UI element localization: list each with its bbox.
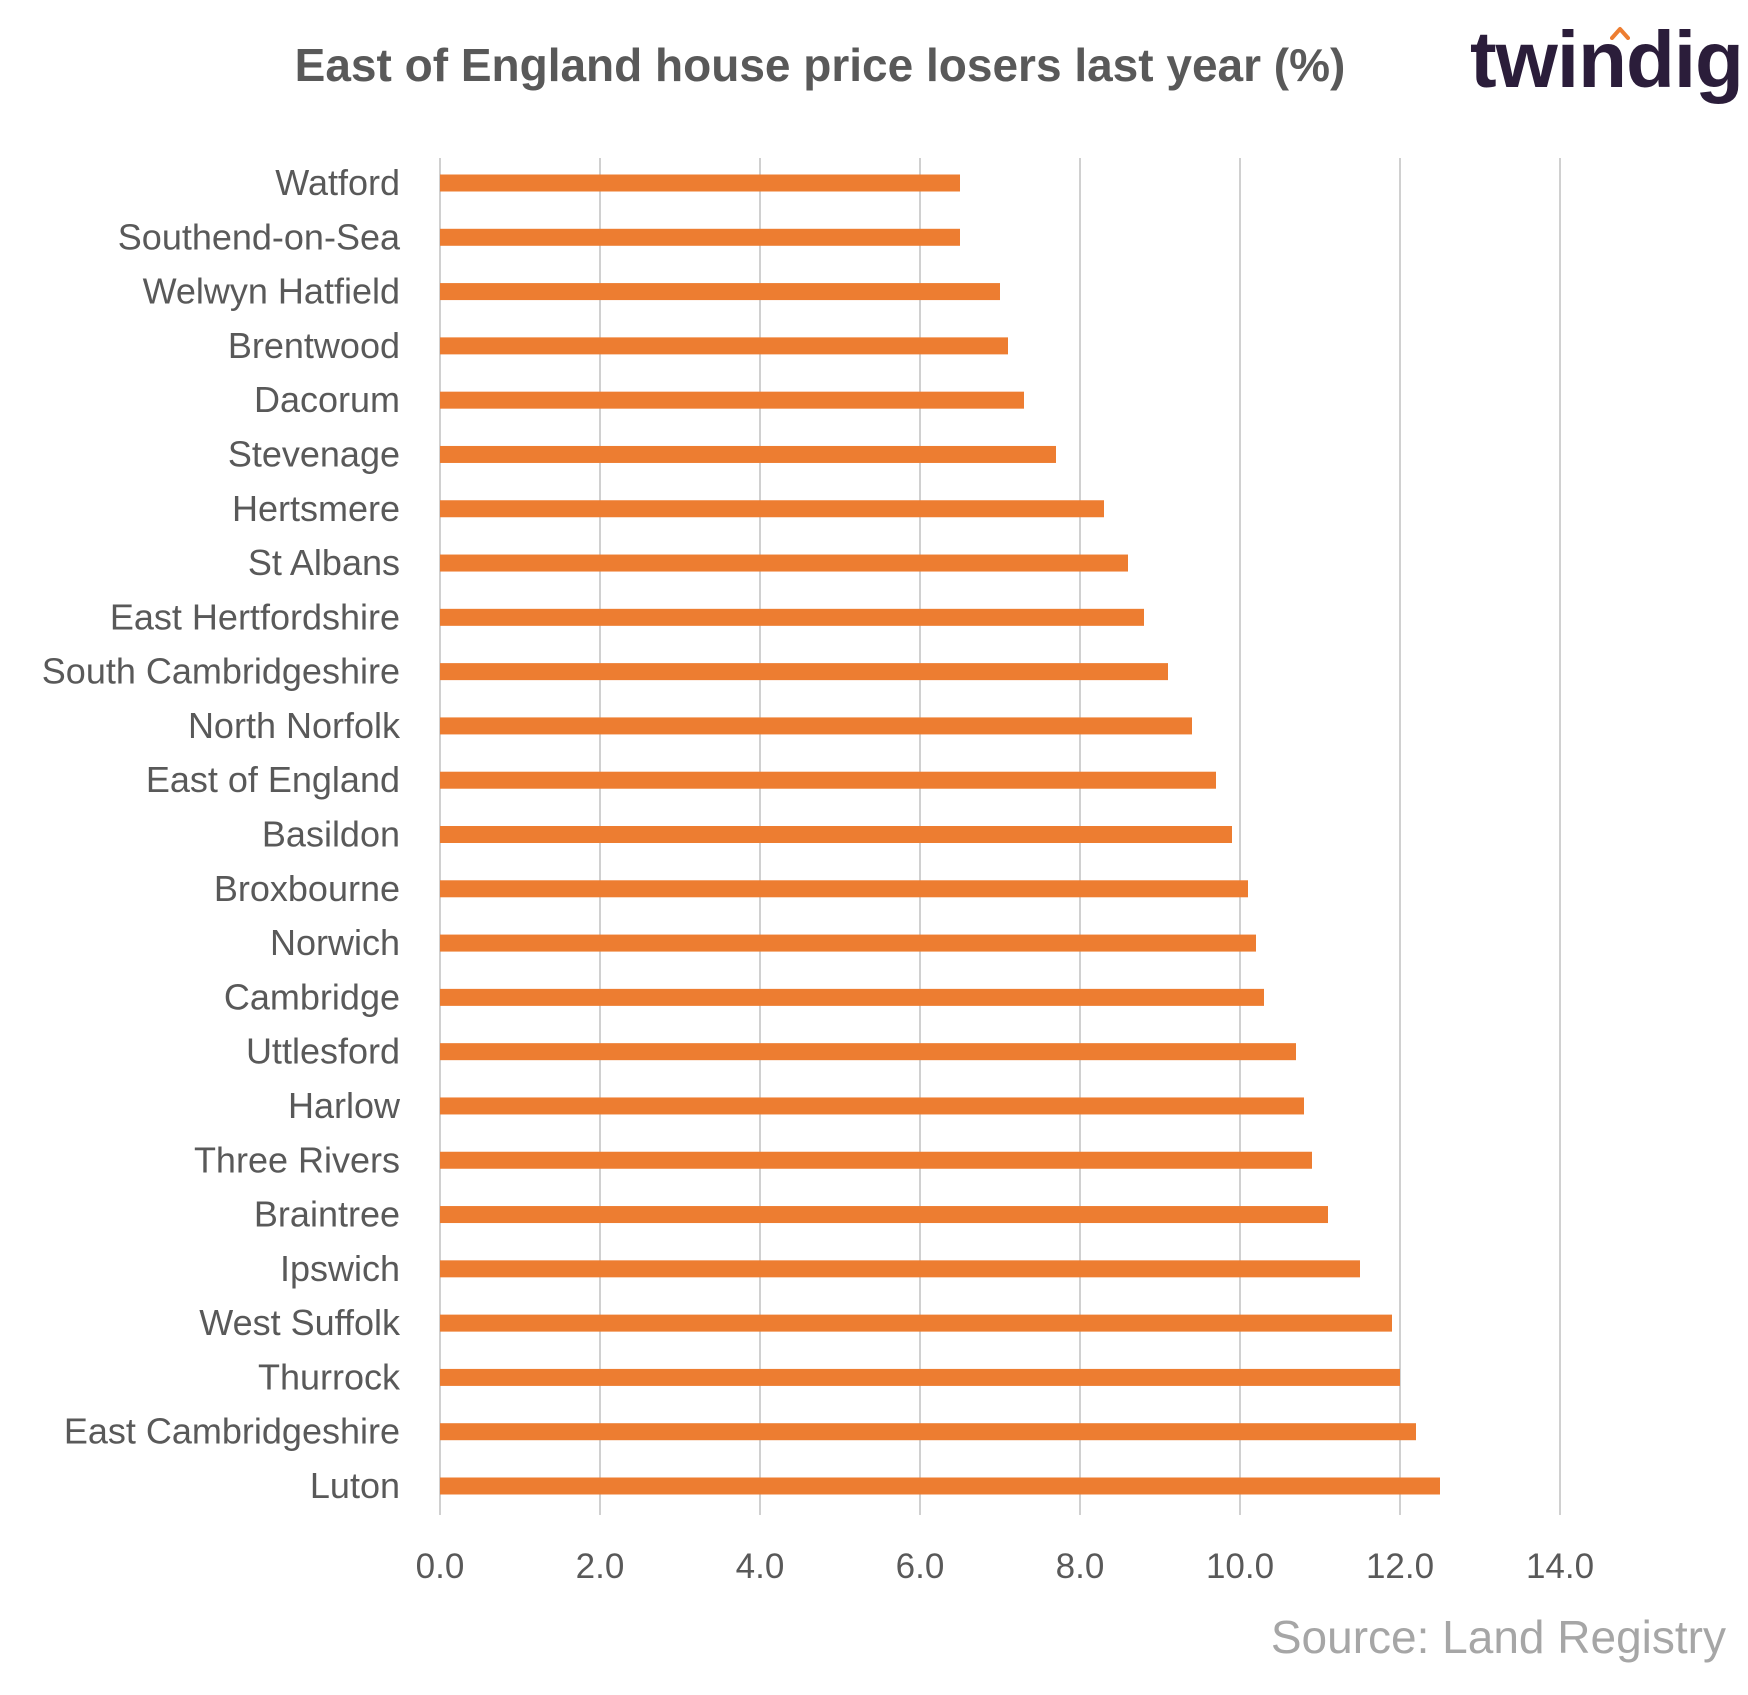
category-label: Southend-on-Sea	[118, 216, 401, 257]
category-label: Cambridge	[224, 976, 400, 1017]
bar	[440, 934, 1256, 952]
chart-title: East of England house price losers last …	[294, 39, 1346, 91]
bar	[440, 228, 960, 246]
bar	[440, 1043, 1296, 1061]
bar	[440, 880, 1248, 898]
category-label: Watford	[275, 162, 400, 203]
bar	[440, 283, 1000, 301]
x-tick-label: 10.0	[1206, 1547, 1274, 1586]
category-label: Harlow	[288, 1085, 401, 1126]
category-label: Hertsmere	[232, 488, 400, 529]
category-label: Three Rivers	[194, 1139, 400, 1180]
category-label: Uttlesford	[246, 1031, 400, 1072]
bar	[440, 1423, 1416, 1441]
category-label: East Cambridgeshire	[64, 1411, 400, 1452]
category-label: Thurrock	[258, 1356, 401, 1397]
category-label: West Suffolk	[199, 1302, 401, 1343]
category-label: East Hertfordshire	[110, 596, 400, 637]
x-tick-label: 6.0	[896, 1547, 945, 1586]
x-tick-label: 0.0	[416, 1547, 465, 1586]
bar	[440, 1477, 1440, 1495]
category-label: Broxbourne	[214, 868, 400, 909]
category-label: Basildon	[262, 814, 400, 855]
category-label: Welwyn Hatfield	[143, 271, 400, 312]
bar	[440, 391, 1024, 409]
bar	[440, 554, 1128, 572]
bar	[440, 445, 1056, 463]
x-tick-label: 2.0	[576, 1547, 625, 1586]
bar	[440, 1368, 1400, 1386]
bar	[440, 174, 960, 192]
x-tick-label: 8.0	[1056, 1547, 1105, 1586]
bar	[440, 826, 1232, 843]
category-label: Braintree	[254, 1194, 400, 1235]
bar	[440, 500, 1104, 518]
bar	[440, 1260, 1360, 1278]
category-label: South Cambridgeshire	[42, 651, 400, 692]
category-label: Brentwood	[228, 325, 400, 366]
x-tick-label: 12.0	[1366, 1547, 1434, 1586]
category-label: East of England	[146, 759, 400, 800]
bar	[440, 663, 1168, 681]
category-label: St Albans	[248, 542, 400, 583]
category-label: Luton	[310, 1465, 400, 1506]
category-label: Stevenage	[228, 433, 400, 474]
twindig-logo: twindig	[1470, 15, 1744, 104]
bar	[440, 771, 1216, 789]
bar	[440, 608, 1144, 626]
bar	[440, 1206, 1328, 1224]
category-label: Dacorum	[254, 379, 400, 420]
category-label: North Norfolk	[188, 705, 401, 746]
x-tick-label: 4.0	[736, 1547, 785, 1586]
category-label: Ipswich	[280, 1248, 400, 1289]
bar	[440, 337, 1008, 355]
bar	[440, 1097, 1304, 1115]
bar	[440, 988, 1264, 1006]
logo-chevron-icon	[1610, 27, 1630, 40]
category-label: Norwich	[270, 922, 400, 963]
source-note: Source: Land Registry	[1270, 1611, 1726, 1663]
bar	[440, 1151, 1312, 1169]
bar	[440, 717, 1192, 735]
x-tick-label: 14.0	[1526, 1547, 1594, 1586]
bar	[440, 1314, 1392, 1332]
